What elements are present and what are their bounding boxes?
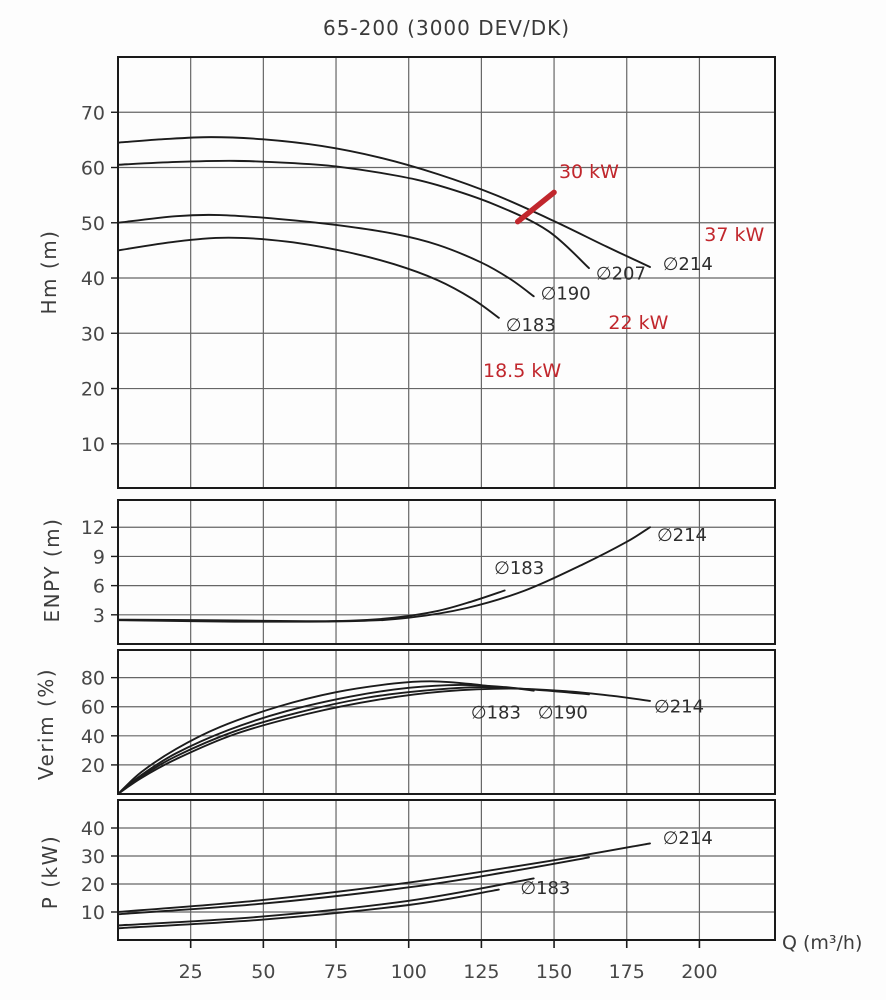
- curve-hm-∅183: [117, 236, 500, 319]
- x-tick-label: 25: [179, 961, 203, 983]
- x-tick-label: 125: [463, 961, 499, 983]
- curve-label-hm-∅190: ∅190: [541, 283, 591, 304]
- power-label: 22 kW: [608, 312, 668, 334]
- curve-label-p-∅183: ∅183: [520, 878, 570, 899]
- curve-label-p-∅214: ∅214: [663, 828, 713, 849]
- panel-border-enpy: [117, 499, 776, 645]
- chart-title: 65-200 (3000 DEV/DK): [322, 16, 571, 40]
- curve-enpy-∅183: [117, 589, 506, 623]
- power-label: 30 kW: [559, 161, 619, 183]
- curve-hm-∅190: [117, 213, 535, 298]
- y-tick-label: 60: [81, 697, 105, 719]
- curve-label-verim-∅190: ∅190: [538, 703, 588, 724]
- panel-border-hm: [117, 56, 776, 489]
- y-tick-label: 3: [93, 605, 105, 627]
- duty-point-marker: [514, 189, 557, 225]
- y-tick-label: 60: [81, 158, 105, 180]
- curve-label-hm-∅214: ∅214: [663, 254, 713, 275]
- y-tick-label: 9: [93, 546, 105, 568]
- x-tick-label: 200: [681, 961, 717, 983]
- y-tick-label: 40: [81, 726, 105, 748]
- y-tick-label: 10: [81, 434, 105, 456]
- x-tick-label: 150: [536, 961, 572, 983]
- curve-verim-∅190: [117, 683, 535, 795]
- panel-border-p: [117, 799, 776, 941]
- y-tick-label: 70: [81, 102, 105, 124]
- curve-label-enpy-∅183: ∅183: [494, 558, 544, 579]
- y-tick-label: 50: [81, 213, 105, 235]
- x-tick-label: 175: [609, 961, 645, 983]
- curve-p-∅214: [117, 842, 651, 913]
- curve-label-verim-∅183: ∅183: [471, 703, 521, 724]
- curve-verim-∅183: [117, 680, 506, 795]
- y-tick-label: 20: [81, 874, 105, 896]
- y-tick-label: 12: [81, 517, 105, 539]
- x-tick-label: 100: [391, 961, 427, 983]
- power-label: 18.5 kW: [483, 360, 561, 382]
- curve-label-hm-∅183: ∅183: [506, 315, 556, 336]
- curve-p-∅183: [117, 888, 500, 930]
- curve-enpy-∅214: [117, 526, 651, 623]
- curve-p-∅207: [117, 856, 590, 916]
- curve-verim-∅214: [117, 687, 651, 795]
- y-tick-label: 10: [81, 902, 105, 924]
- y-tick-label: 6: [93, 576, 105, 598]
- x-tick-label: 50: [251, 961, 275, 983]
- curve-label-hm-∅207: ∅207: [596, 264, 646, 285]
- curve-p-∅190: [117, 877, 535, 927]
- y-tick-label: 80: [81, 668, 105, 690]
- power-label: 37 kW: [704, 224, 764, 246]
- x-axis-label: Q (m³/h): [782, 932, 863, 954]
- panel-border-verim: [117, 649, 776, 795]
- curve-label-enpy-∅214: ∅214: [657, 525, 707, 546]
- y-tick-label: 30: [81, 323, 105, 345]
- x-tick-label: 75: [324, 961, 348, 983]
- y-tick-label: 20: [81, 379, 105, 401]
- curve-label-verim-∅214: ∅214: [654, 697, 704, 718]
- y-tick-label: 40: [81, 818, 105, 840]
- y-tick-label: 20: [81, 755, 105, 777]
- y-tick-label: 30: [81, 846, 105, 868]
- curve-hm-∅214: [117, 136, 651, 268]
- y-tick-label: 40: [81, 268, 105, 290]
